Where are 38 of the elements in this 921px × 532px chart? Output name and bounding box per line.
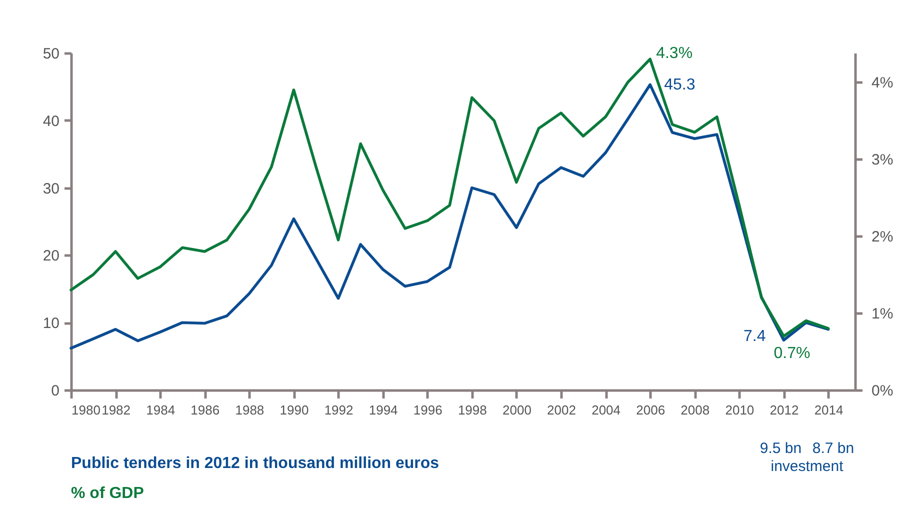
text: % of GDP	[71, 485, 144, 502]
x-tick-label: 1996	[413, 402, 442, 418]
y2-tick-label: 2%	[872, 228, 894, 246]
x-tick-label: 1984	[146, 402, 176, 418]
x-tick-label: 2000	[502, 402, 532, 418]
x-tick-label: 2012	[770, 402, 799, 418]
data-label: 0.7%	[774, 345, 810, 362]
y-tick-label: 20	[42, 248, 60, 265]
x-tick-label: 2010	[725, 402, 754, 418]
y2-tick-label: 3%	[872, 152, 894, 169]
text: investment	[770, 458, 844, 475]
data-label: 4.3%	[656, 45, 693, 62]
text: Public tenders in 2012 in thousand million euros	[71, 455, 440, 472]
x-tick-label: 1982	[102, 402, 131, 418]
y2-tick-label: 1%	[872, 306, 894, 323]
y2-tick-label: 0%	[872, 382, 894, 400]
y2-tick-label: 4%	[872, 74, 894, 92]
x-tick-label: 2014	[814, 402, 844, 418]
x-tick-label: 1994	[368, 402, 398, 418]
text: 9.5 bn	[760, 440, 802, 457]
x-tick-label: 1988	[235, 402, 264, 418]
x-tick-label: 2008	[680, 402, 710, 418]
x-tick-label: 1998	[458, 402, 487, 418]
y-tick-label: 40	[42, 112, 60, 130]
x-tick-label: 2002	[547, 402, 576, 418]
x-tick-label: 1986	[190, 402, 220, 418]
data-label: 45.3	[664, 76, 696, 94]
x-tick-label: 1980	[72, 402, 100, 418]
x-tick-label: 1992	[324, 402, 354, 418]
x-tick-label: 2006	[636, 402, 666, 418]
x-tick-label: 2004	[592, 402, 621, 418]
text: 8.7 bn	[812, 440, 854, 457]
y-tick-label: 50	[42, 46, 60, 62]
x-tick-label: 1990	[280, 402, 309, 418]
y-tick-label: 10	[42, 315, 60, 332]
y-tick-label: 0	[51, 382, 60, 400]
data-label: 7.4	[743, 328, 766, 346]
y-tick-label: 30	[42, 180, 60, 198]
